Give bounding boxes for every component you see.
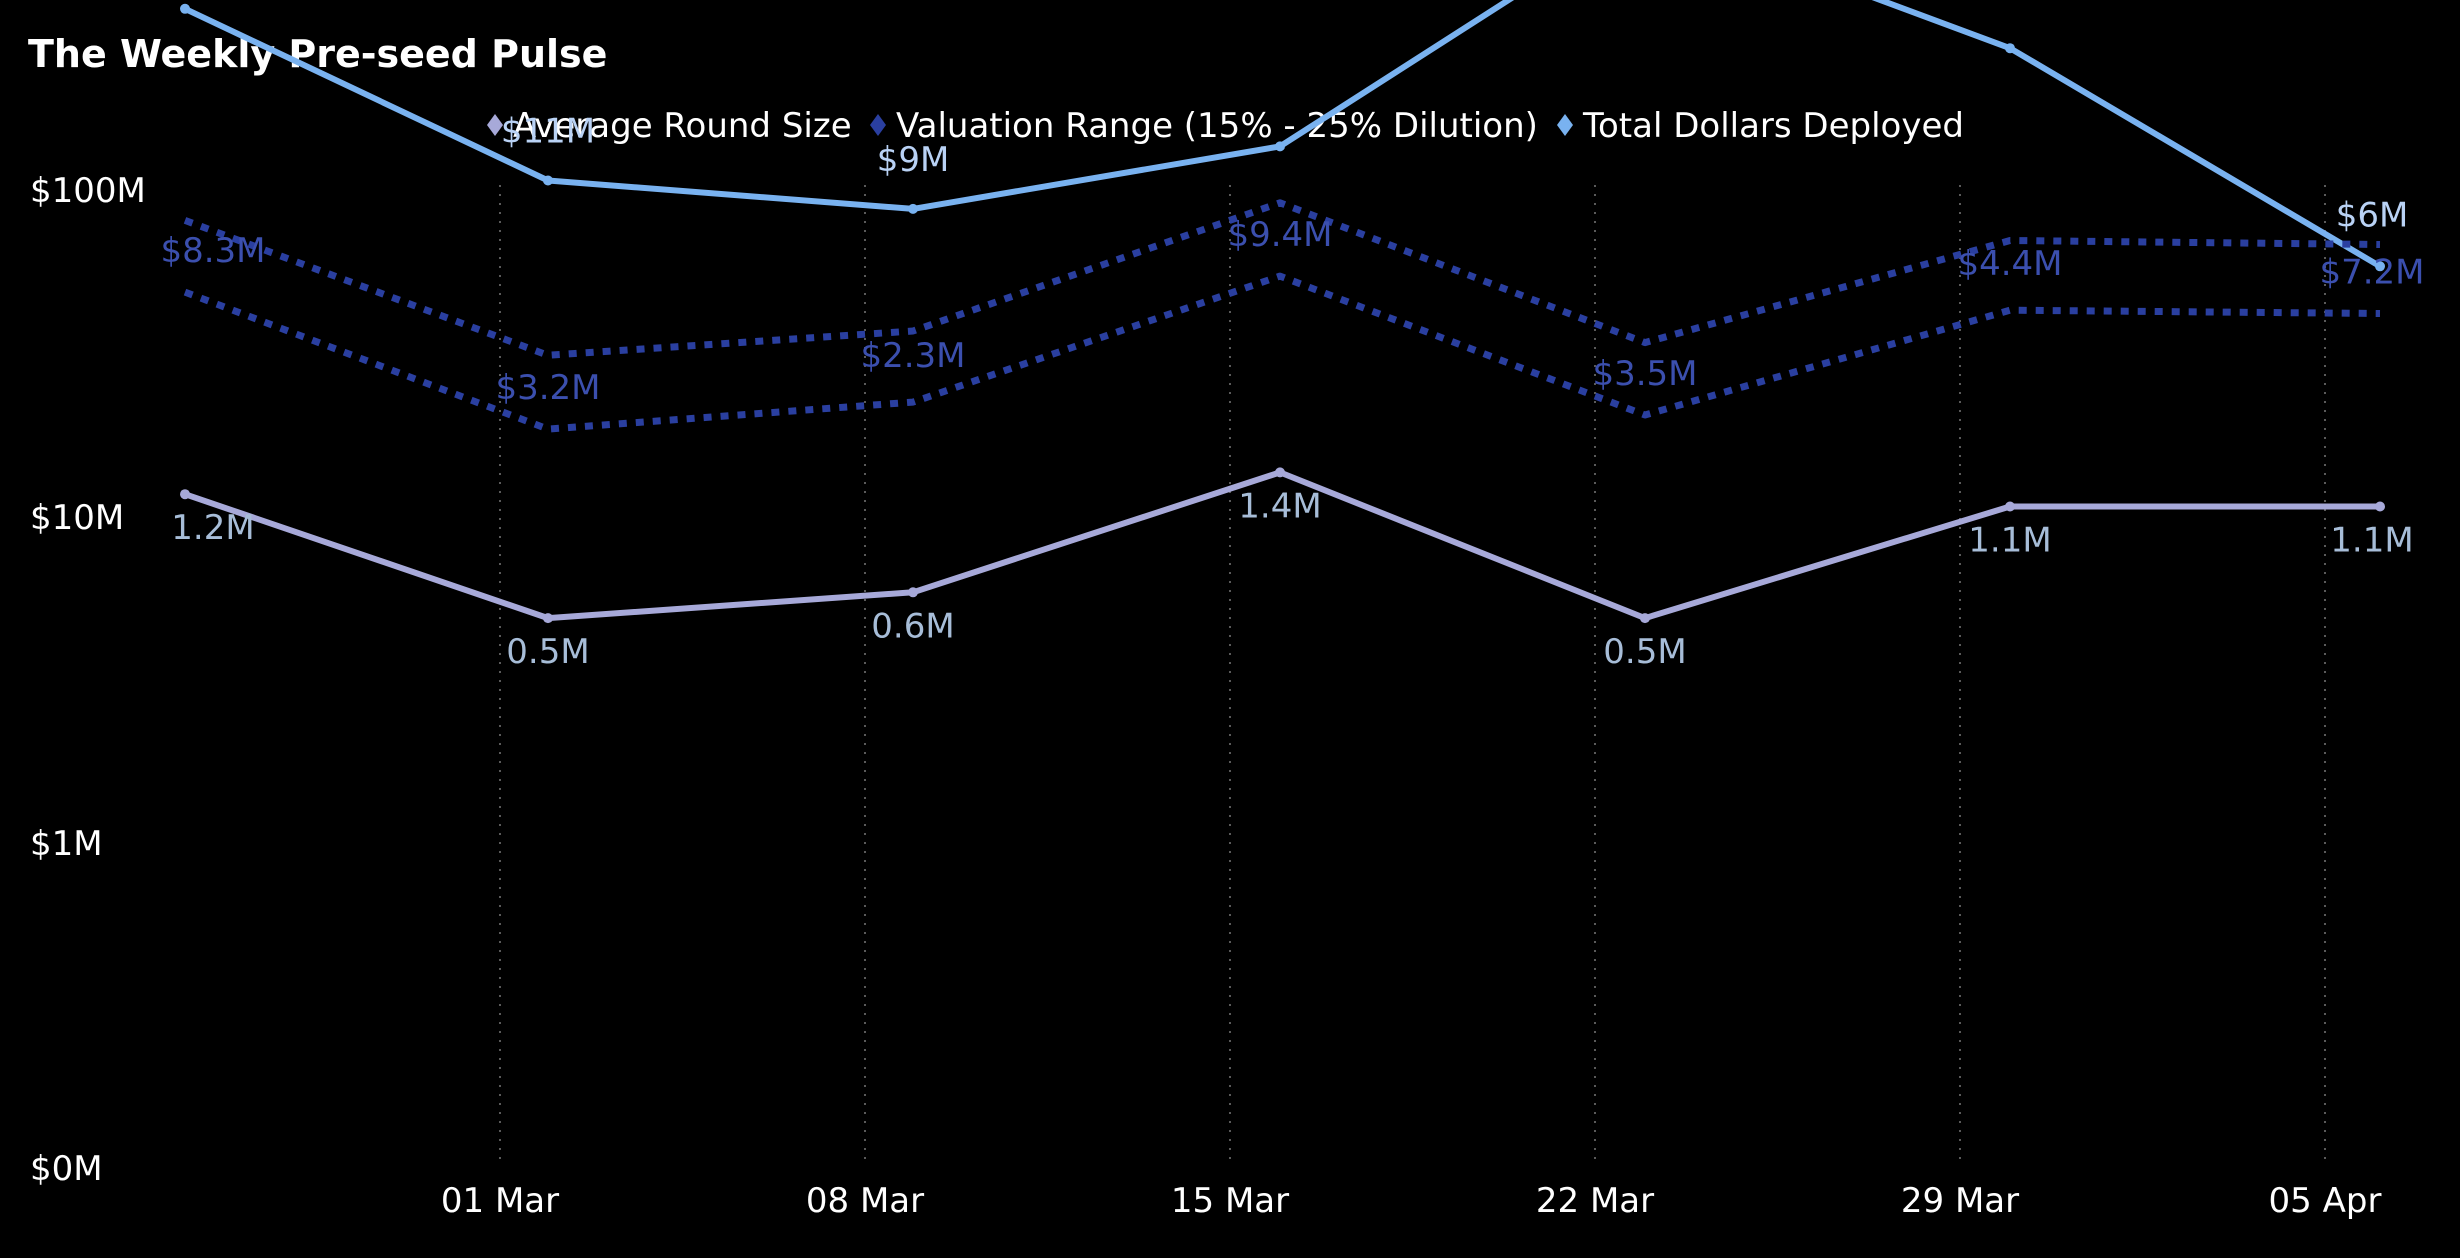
data-label: 1.1M bbox=[1968, 521, 2051, 561]
legend[interactable]: Average Round Size Valuation Range (15% -… bbox=[487, 106, 1964, 146]
series-line bbox=[183, 199, 2381, 359]
data-point bbox=[908, 203, 918, 214]
data-label: $3.2M bbox=[495, 368, 600, 408]
legend-marker-icon bbox=[870, 114, 886, 136]
x-tick-label: 08 Mar bbox=[806, 1181, 924, 1221]
data-label: $4.4M bbox=[1957, 244, 2062, 284]
data-label: $2.3M bbox=[860, 336, 965, 376]
y-tick-label: $10M bbox=[30, 498, 124, 538]
data-point bbox=[2005, 501, 2015, 512]
legend-label: Valuation Range (15% - 25% Dilution) bbox=[896, 106, 1538, 146]
legend-item[interactable]: Total Dollars Deployed bbox=[1557, 106, 1964, 146]
data-point bbox=[543, 175, 553, 186]
y-tick-label: $100M bbox=[30, 171, 146, 211]
data-point bbox=[180, 489, 190, 500]
data-label: $11M bbox=[501, 112, 595, 152]
data-label: $6M bbox=[2336, 195, 2409, 235]
data-point bbox=[543, 613, 553, 624]
series-line bbox=[183, 272, 2381, 433]
axes: 01 Mar 08 Mar 15 Mar 22 Mar 29 Mar 05 Apr $100… bbox=[30, 171, 2381, 1221]
x-tick-label: 29 Mar bbox=[1901, 1181, 2019, 1221]
x-tick-label: 01 Mar bbox=[441, 1181, 559, 1221]
x-tick-label: 22 Mar bbox=[1536, 1181, 1654, 1221]
data-label: $9M bbox=[877, 140, 950, 180]
data-label: 1.2M bbox=[171, 508, 254, 548]
data-label: 1.1M bbox=[2330, 521, 2413, 561]
legend-label: Total Dollars Deployed bbox=[1582, 106, 1964, 146]
data-label: 0.6M bbox=[871, 606, 954, 646]
data-label: 1.4M bbox=[1238, 486, 1321, 526]
data-label: 0.5M bbox=[506, 632, 589, 672]
legend-label: Average Round Size bbox=[513, 106, 852, 146]
data-label: $7.2M bbox=[2319, 253, 2424, 293]
x-tick-label: 15 Mar bbox=[1171, 1181, 1289, 1221]
data-point bbox=[2375, 501, 2385, 512]
data-point bbox=[908, 587, 918, 598]
gridlines bbox=[499, 185, 2326, 1160]
data-point bbox=[180, 3, 190, 14]
data-label: $3.5M bbox=[1592, 354, 1697, 394]
data-label: $9.4M bbox=[1227, 215, 1332, 255]
data-point bbox=[1640, 613, 1650, 624]
data-label: 0.5M bbox=[1603, 632, 1686, 672]
legend-item[interactable]: Valuation Range (15% - 25% Dilution) bbox=[870, 106, 1538, 146]
data-labels: $37M$11M$9M$73M$6M$8.3M$3.2M$2.3M$9.4M$3… bbox=[160, 112, 2424, 673]
y-tick-label: $1M bbox=[30, 824, 103, 864]
data-point bbox=[1275, 467, 1285, 478]
data-point bbox=[2375, 261, 2385, 272]
data-point bbox=[2005, 43, 2015, 54]
legend-item[interactable]: Average Round Size bbox=[487, 106, 852, 146]
legend-marker-icon bbox=[487, 114, 503, 136]
legend-marker-icon bbox=[1557, 114, 1573, 136]
series-lines bbox=[180, 0, 2385, 624]
data-point bbox=[1275, 141, 1285, 152]
y-tick-label: $0M bbox=[30, 1149, 103, 1189]
x-tick-label: 05 Apr bbox=[2269, 1181, 2382, 1221]
data-label: $8.3M bbox=[160, 231, 265, 271]
